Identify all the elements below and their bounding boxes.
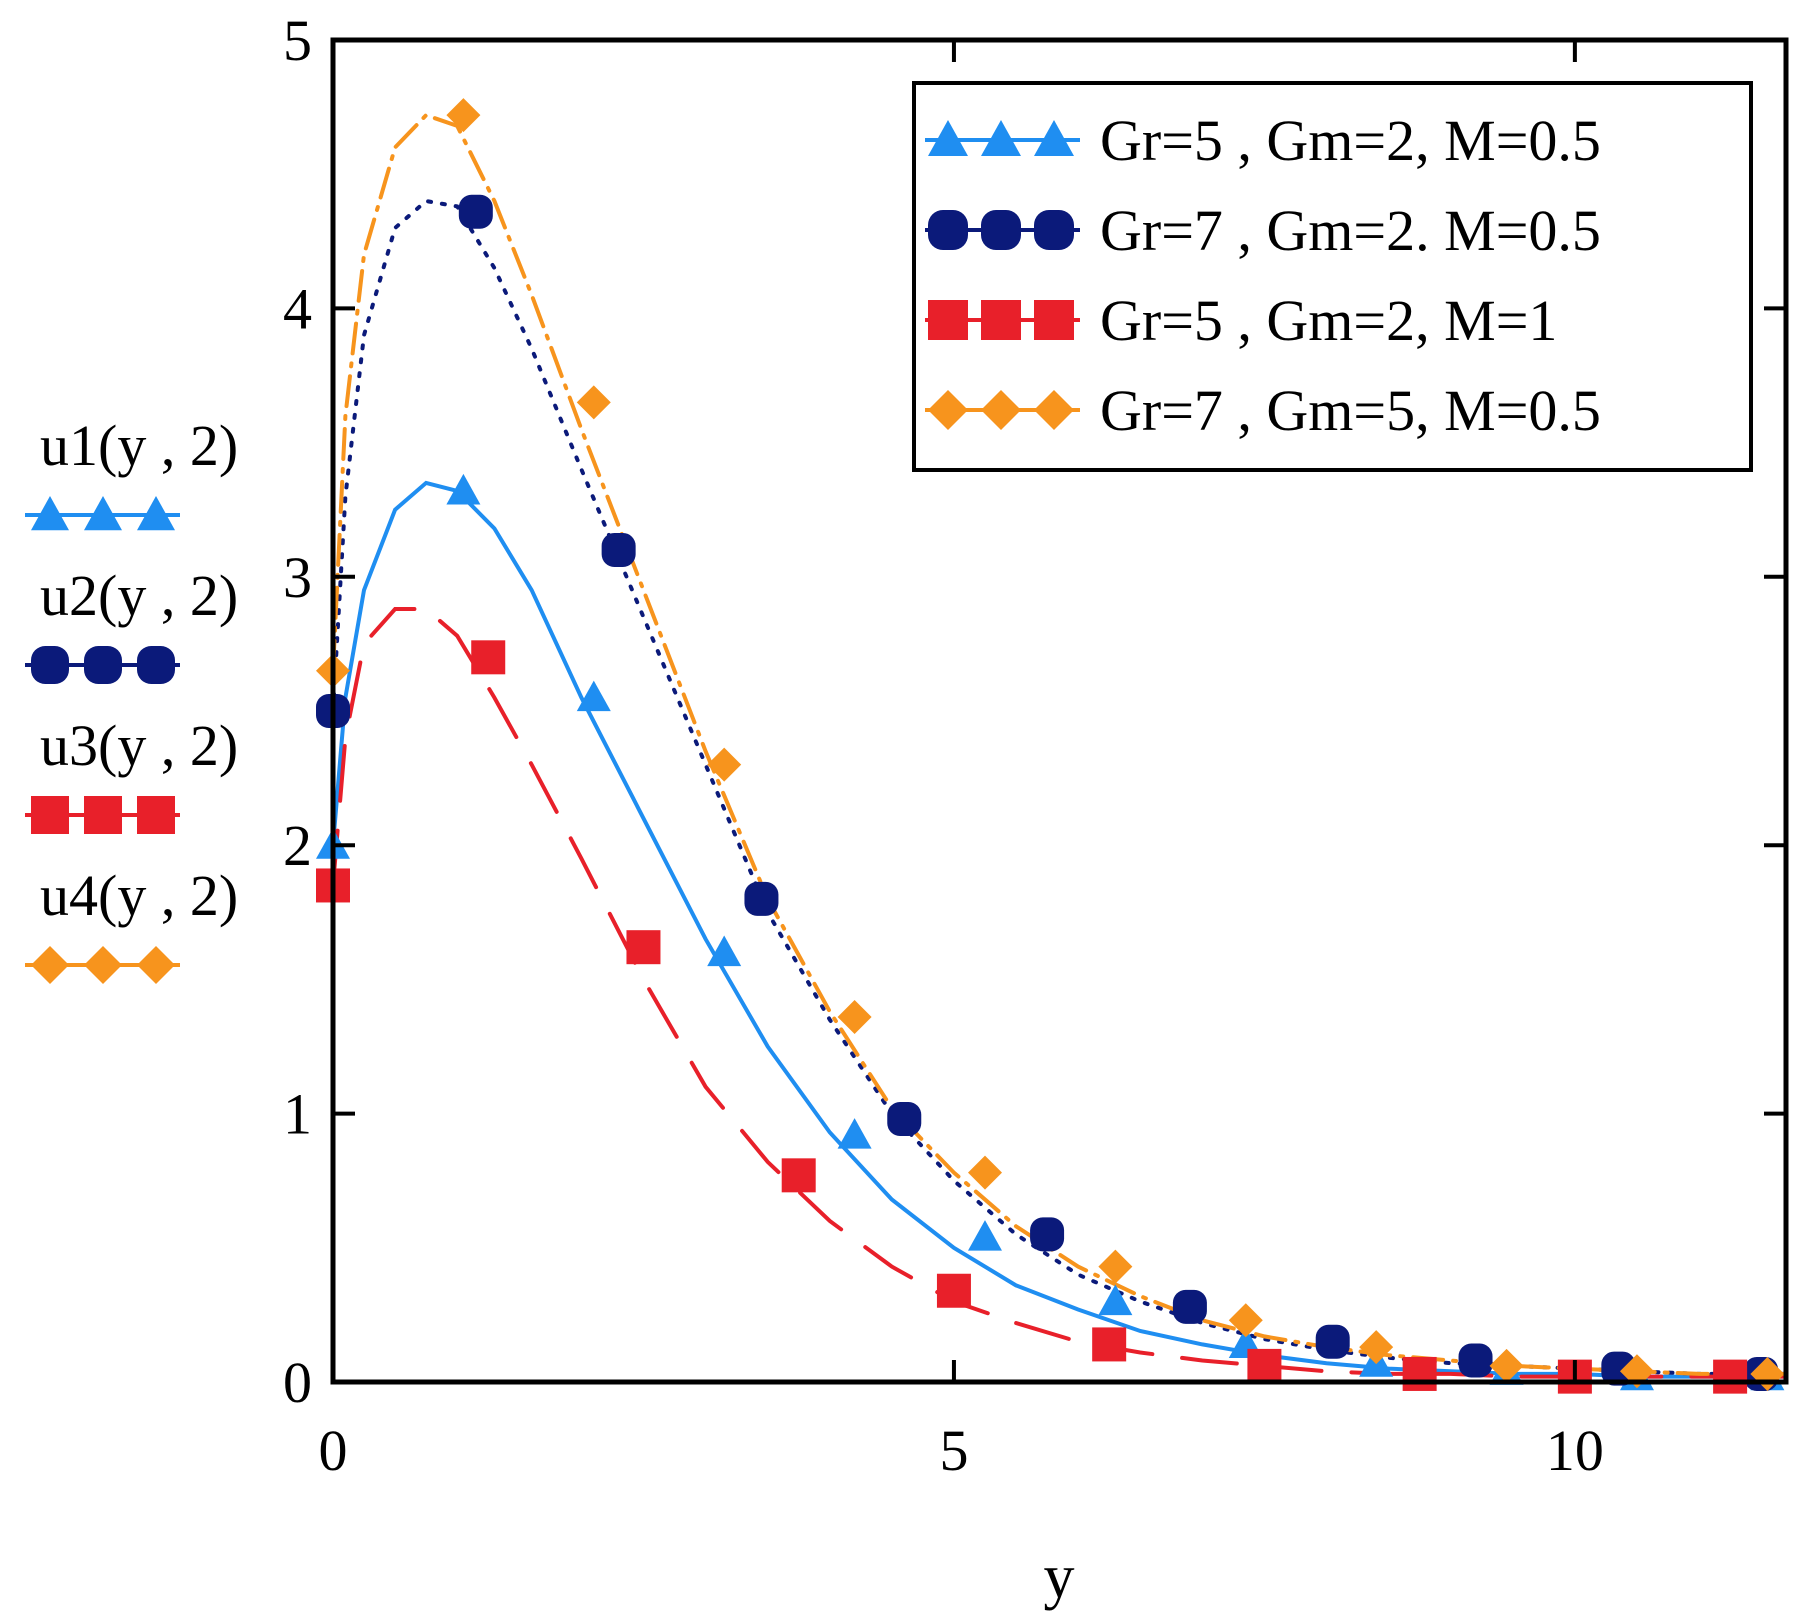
data-point-u1-1 xyxy=(446,473,481,505)
legend-sample-marker-u3-2 xyxy=(1034,300,1074,340)
data-point-u1-3 xyxy=(707,935,742,967)
legend-sample-marker-u2-2 xyxy=(1034,210,1074,250)
y-axis-label-u1: u1(y , 2) xyxy=(40,413,238,478)
data-point-u3-4 xyxy=(936,1273,971,1308)
data-point-u2-8 xyxy=(1458,1343,1493,1378)
y-axis-sample-marker-u2-2 xyxy=(137,646,175,684)
axis-tick-labels: 0 5 10 0 1 2 3 4 5 xyxy=(283,8,1604,1483)
x-tick-label-1: 5 xyxy=(939,1418,968,1483)
y-tick-label-0: 0 xyxy=(283,1350,312,1415)
y-axis-sample-marker-u3-0 xyxy=(31,796,69,834)
data-point-u2-7 xyxy=(1315,1324,1350,1359)
data-point-u2-2 xyxy=(601,532,636,567)
legend-sample-marker-u2-0 xyxy=(928,210,968,250)
y-axis-sample-marker-u4-2 xyxy=(137,946,175,984)
legend-sample-marker-u4-2 xyxy=(1034,390,1074,430)
legend-label-u4: Gr=7 , Gm=5, M=0.5 xyxy=(1100,378,1601,443)
plot-markers xyxy=(316,98,1785,1394)
data-point-u4-4 xyxy=(837,999,872,1034)
legend-sample-marker-u4-1 xyxy=(981,390,1021,430)
legend: Gr=5 , Gm=2, M=0.5 Gr=7 , Gm=2. M=0.5 Gr=5… xyxy=(912,81,1753,472)
data-point-u2-1 xyxy=(458,194,493,229)
legend-sample-marker-u3-0 xyxy=(928,300,968,340)
x-tick-label-2: 10 xyxy=(1546,1418,1604,1483)
y-tick-label-2: 2 xyxy=(283,813,312,878)
data-point-u3-2 xyxy=(626,930,661,965)
data-point-u3-7 xyxy=(1402,1356,1437,1391)
y-axis-sample-marker-u2-0 xyxy=(31,646,69,684)
plot-frame xyxy=(330,37,1789,1385)
legend-sample-marker-u3-1 xyxy=(981,300,1021,340)
legend-sample-marker-u1-0 xyxy=(928,120,968,156)
data-point-u4-2 xyxy=(576,385,611,420)
legend-sample-marker-u4-0 xyxy=(928,390,968,430)
data-point-u3-9 xyxy=(1713,1359,1748,1394)
data-point-u1-4 xyxy=(837,1118,872,1149)
data-point-u2-5 xyxy=(1030,1217,1065,1252)
x-axis-label: y xyxy=(1044,1543,1075,1611)
data-point-u4-6 xyxy=(1098,1249,1133,1284)
legend-sample-marker-u2-1 xyxy=(981,210,1021,250)
y-axis-label-u4: u4(y , 2) xyxy=(40,863,238,928)
y-axis-label-u3: u3(y , 2) xyxy=(40,713,238,778)
y-tick-label-4: 4 xyxy=(283,276,312,341)
data-point-u3-6 xyxy=(1247,1348,1282,1383)
y-axis-sample-marker-u3-2 xyxy=(137,796,175,834)
legend-sample-marker-u1-2 xyxy=(1034,120,1074,156)
data-point-u2-4 xyxy=(887,1101,922,1136)
y-tick-label-3: 3 xyxy=(283,545,312,610)
y-axis-sample-marker-u1-0 xyxy=(31,496,69,531)
data-point-u2-3 xyxy=(744,881,779,916)
data-point-u4-7 xyxy=(1228,1303,1263,1338)
x-tick-label-0: 0 xyxy=(319,1418,348,1483)
data-point-u3-1 xyxy=(471,640,506,675)
y-axis-sample-marker-u4-1 xyxy=(84,946,122,984)
axis-ticks xyxy=(331,38,1786,1384)
y-axis-sample-marker-u2-1 xyxy=(84,646,122,684)
y-tick-label-1: 1 xyxy=(283,1082,312,1147)
data-point-u1-2 xyxy=(576,680,611,712)
y-axis-sample-marker-u4-0 xyxy=(31,946,69,984)
legend-label-u3: Gr=5 , Gm=2, M=1 xyxy=(1100,288,1557,353)
y-tick-label-5: 5 xyxy=(283,8,312,73)
legend-entries: Gr=5 , Gm=2, M=0.5 Gr=7 , Gm=2. M=0.5 Gr=5… xyxy=(925,108,1601,443)
legend-sample-marker-u1-1 xyxy=(981,120,1021,156)
data-point-u3-5 xyxy=(1092,1327,1127,1362)
data-point-u4-5 xyxy=(967,1155,1002,1190)
data-point-u3-3 xyxy=(781,1158,816,1193)
y-axis-sample-marker-u1-2 xyxy=(137,496,175,531)
data-point-u4-9 xyxy=(1489,1348,1524,1383)
legend-label-u2: Gr=7 , Gm=2. M=0.5 xyxy=(1100,198,1601,263)
data-point-u4-8 xyxy=(1359,1330,1394,1365)
y-axis-sample-marker-u1-1 xyxy=(84,496,122,531)
y-axis-label-u2: u2(y , 2) xyxy=(40,563,238,628)
data-point-u2-6 xyxy=(1172,1289,1207,1324)
y-axis-label-legend: u1(y , 2) u2(y , 2) u3(y , 2) u4(y , 2) xyxy=(25,413,238,984)
legend-label-u1: Gr=5 , Gm=2, M=0.5 xyxy=(1100,108,1601,173)
y-axis-sample-marker-u3-1 xyxy=(84,796,122,834)
data-point-u4-3 xyxy=(707,747,742,782)
data-point-u4-1 xyxy=(446,98,481,133)
data-point-u1-5 xyxy=(967,1220,1002,1251)
data-point-u1-6 xyxy=(1098,1284,1133,1316)
series-line-u2 xyxy=(331,198,1788,1376)
